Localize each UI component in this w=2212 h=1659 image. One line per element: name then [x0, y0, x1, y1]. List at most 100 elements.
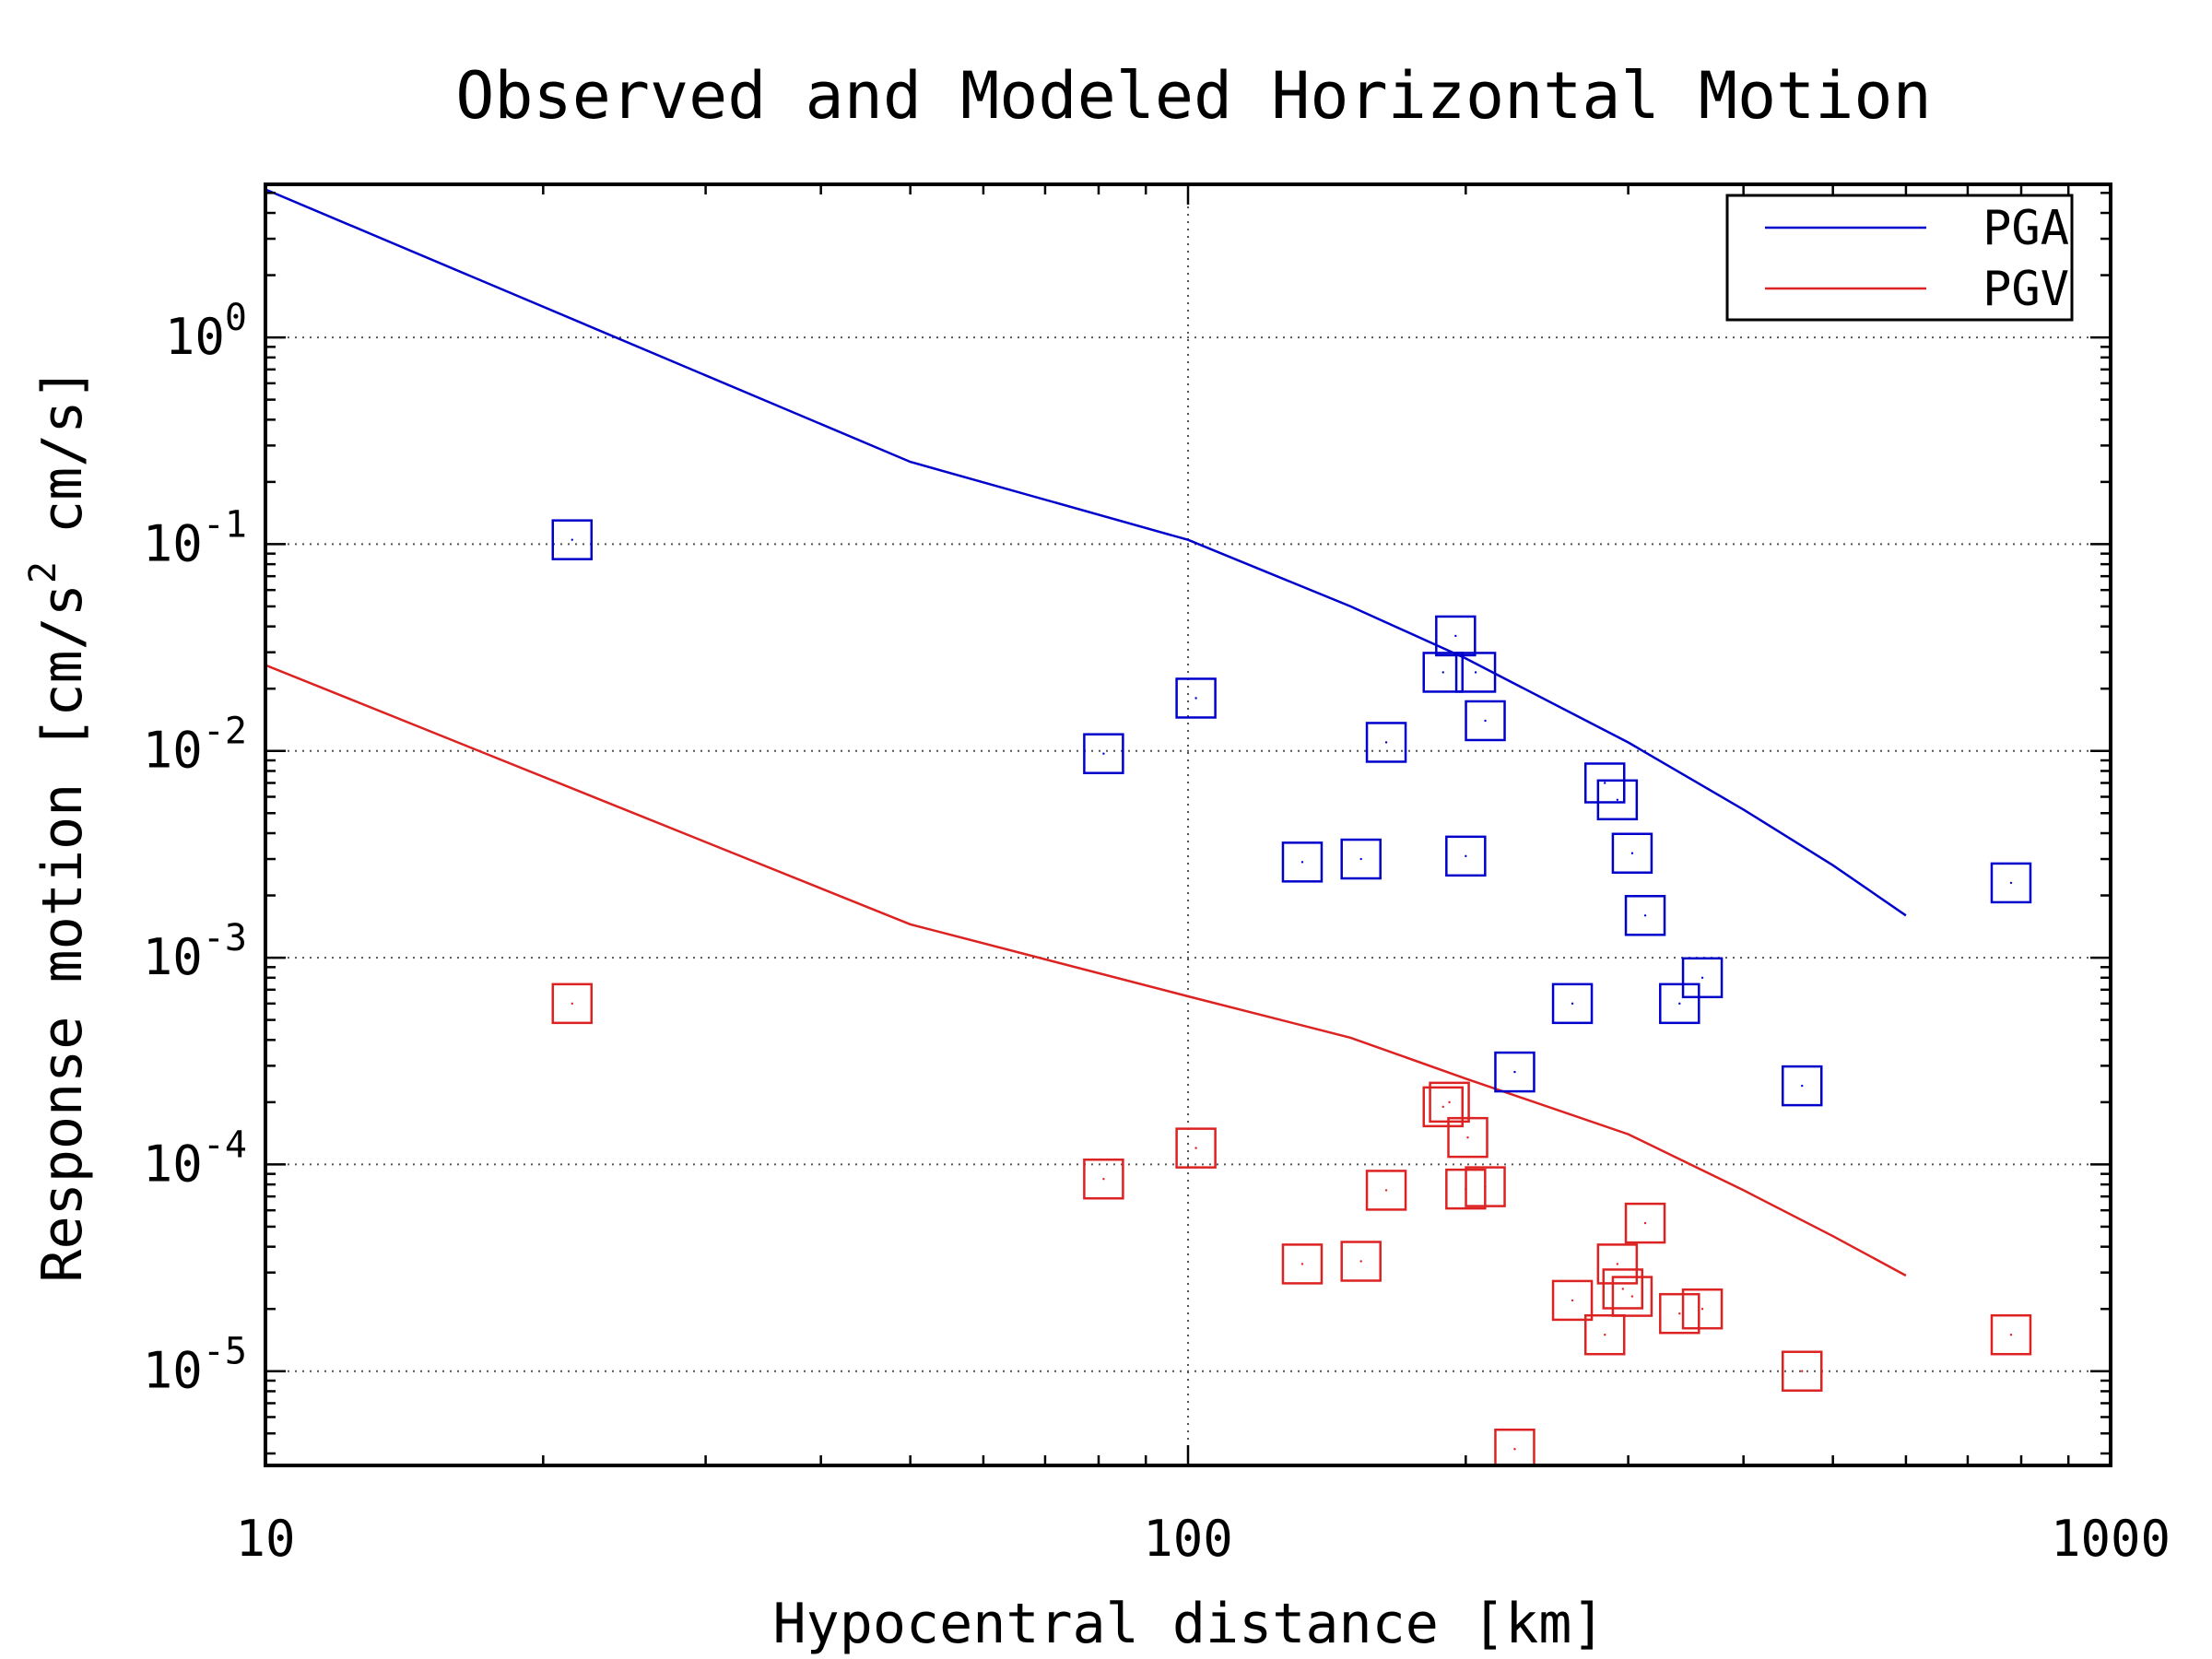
grid: [265, 184, 2111, 1465]
data-point-center: [1621, 1288, 1624, 1290]
data-point-center: [1384, 1189, 1388, 1192]
data-point-marker: [1494, 1428, 1535, 1465]
data-point-center: [571, 1002, 573, 1006]
data-point-center: [1384, 741, 1388, 744]
series-line-pga: [265, 188, 1907, 917]
data-point-center: [1801, 1084, 1804, 1088]
y-tick-label-exponent: -4: [203, 1124, 247, 1166]
chart-title: Observed and Modeled Horizontal Motion: [455, 58, 1931, 134]
data-point-center: [1484, 1185, 1487, 1188]
data-point-center: [1300, 1263, 1304, 1265]
data-point-center: [1441, 1105, 1444, 1109]
data-point-center: [1513, 1070, 1516, 1074]
data-point-marker: [1990, 1313, 2032, 1356]
y-tick-label: 10-1: [143, 503, 247, 572]
legend-label-pga: PGA: [1983, 201, 2069, 256]
y-axis-label: Response motion [cm/s2 cm/s]: [22, 367, 95, 1282]
y-axis-label-sup: 2: [22, 561, 65, 583]
legend-label-pgv: PGV: [1983, 262, 2069, 317]
data-point-marker: [551, 519, 594, 560]
x-tick-labels: 10 100 1000: [235, 1510, 2171, 1568]
data-point-marker: [1611, 1276, 1653, 1317]
y-tick-label-exponent: 0: [225, 297, 247, 339]
data-point-center: [1359, 857, 1362, 861]
data-point-marker: [1422, 1086, 1464, 1128]
data-point-center: [1465, 854, 1467, 858]
data-point-center: [1194, 1147, 1197, 1149]
data-point-center: [1194, 697, 1197, 700]
y-tick-label-exponent: -1: [203, 503, 247, 546]
y-tick-label-base: 10: [143, 928, 203, 986]
y-tick-label-exponent: -2: [203, 711, 247, 753]
data-point-marker: [1624, 895, 1666, 936]
y-tick-label-base: 10: [165, 308, 225, 366]
data-point-marker: [1602, 1268, 1644, 1310]
data-point-center: [1700, 1307, 1704, 1311]
x-tick-label: 10: [235, 1510, 295, 1568]
y-tick-label-base: 10: [143, 1342, 203, 1400]
data-point-marker: [1454, 652, 1497, 693]
data-point-marker: [1611, 832, 1653, 874]
data-point-center: [1448, 1100, 1451, 1104]
y-tick-label-base: 10: [143, 722, 203, 780]
data-point-marker: [1083, 733, 1124, 774]
x-axis-label: Hypocentral distance [km]: [772, 1592, 1605, 1656]
data-point-marker: [1681, 1288, 1724, 1330]
data-point-center: [1700, 976, 1704, 980]
data-point-center: [1643, 914, 1647, 917]
data-point-center: [1571, 1002, 1574, 1006]
data-point-marker: [1659, 982, 1700, 1025]
y-tick-label: 10-3: [143, 917, 247, 986]
data-point-marker: [1175, 1127, 1217, 1169]
data-point-marker: [1494, 1051, 1535, 1093]
data-point-center: [1513, 1448, 1516, 1451]
data-point-marker: [1422, 652, 1464, 693]
legend: PGA PGV: [1725, 194, 2074, 322]
data-point-center: [2009, 881, 2013, 885]
y-tick-label-base: 10: [143, 1135, 203, 1193]
data-point-marker: [1681, 957, 1724, 999]
data-point-center: [1300, 861, 1304, 864]
data-point-center: [1616, 798, 1619, 802]
data-point-marker: [1175, 677, 1217, 719]
data-point-marker: [551, 982, 594, 1025]
data-point-center: [1801, 1370, 1804, 1372]
data-point-marker: [1465, 1166, 1506, 1207]
data-point-center: [2009, 1334, 2013, 1336]
data-point-marker: [1596, 1243, 1639, 1285]
data-point-center: [1604, 1334, 1606, 1336]
data-point-marker: [1583, 1313, 1626, 1356]
y-tick-label-base: 10: [143, 514, 203, 572]
data-point-marker: [1365, 1170, 1407, 1211]
data-point-center: [1359, 1260, 1362, 1263]
data-point-marker: [1781, 1350, 1823, 1392]
y-tick-label: 10-5: [143, 1331, 247, 1400]
y-tick-label: 10-4: [143, 1124, 247, 1193]
data-point-center: [1102, 1178, 1105, 1181]
data-point-center: [571, 538, 573, 541]
data-point-marker: [1596, 779, 1639, 821]
data-point-center: [1604, 782, 1606, 784]
data-point-center: [1466, 1135, 1469, 1139]
data-point-marker: [1365, 722, 1407, 763]
data-point-center: [1630, 852, 1634, 854]
y-tick-label-exponent: -5: [203, 1331, 247, 1373]
data-point-center: [1474, 671, 1477, 674]
legend-box: [1725, 194, 2074, 322]
data-point-marker: [1624, 1202, 1666, 1244]
data-point-center: [1441, 671, 1444, 674]
y-tick-label-exponent: -3: [203, 917, 247, 959]
series-line-pgv: [265, 664, 1907, 1277]
x-tick-label: 100: [1143, 1510, 1233, 1568]
data-point-marker: [1083, 1158, 1124, 1200]
data-point-marker: [1445, 835, 1487, 877]
data-point-marker: [1583, 762, 1626, 804]
data-point-center: [1454, 634, 1457, 638]
data-point-center: [1484, 719, 1487, 723]
data-point-marker: [1340, 1241, 1382, 1282]
minor-ticks: [264, 184, 2111, 1465]
data-point-marker: [1551, 982, 1594, 1025]
data-point-center: [1643, 1221, 1647, 1225]
